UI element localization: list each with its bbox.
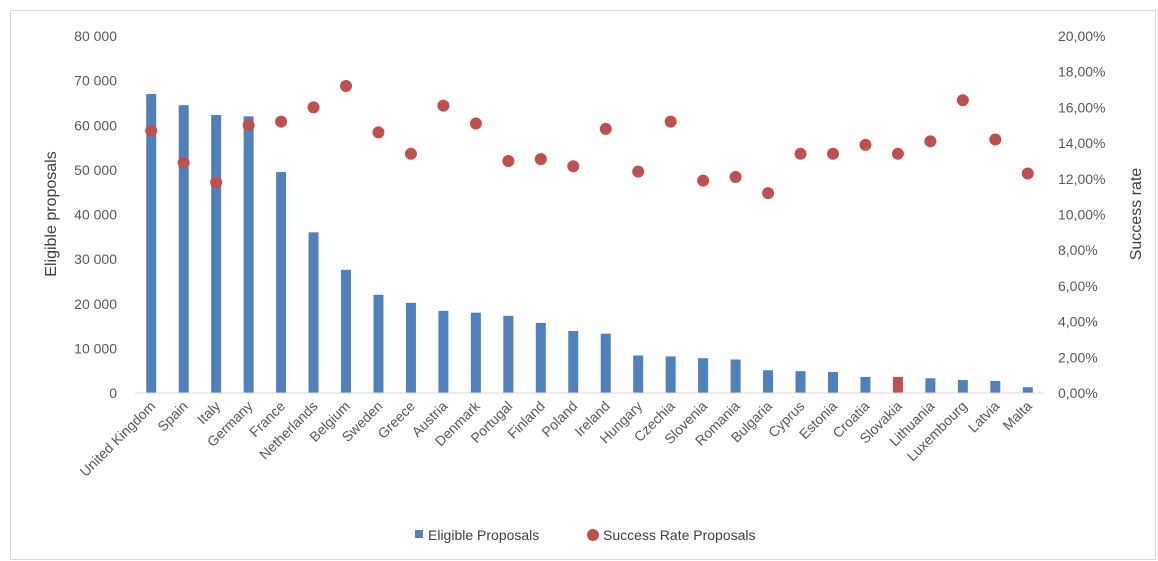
point-estonia bbox=[826, 147, 839, 160]
right-axis-tick-label: 18,00% bbox=[1058, 64, 1105, 80]
point-lithuania bbox=[924, 135, 937, 148]
bar-denmark bbox=[470, 312, 481, 393]
point-sweden bbox=[372, 126, 385, 139]
point-czechia bbox=[664, 115, 677, 128]
category-label: Spain bbox=[154, 398, 191, 435]
point-slovakia bbox=[891, 147, 904, 160]
category-label: Poland bbox=[538, 398, 580, 440]
legend: Eligible Proposals Success Rate Proposal… bbox=[415, 527, 756, 543]
right-axis-tick-label: 4,00% bbox=[1058, 314, 1098, 330]
bar-sweden bbox=[373, 294, 384, 393]
point-united-kingdom bbox=[145, 124, 158, 137]
bar-united-kingdom bbox=[146, 94, 157, 393]
point-italy bbox=[210, 176, 223, 189]
bar-france bbox=[276, 172, 287, 393]
point-cyprus bbox=[794, 147, 807, 160]
right-axis-tick-label: 6,00% bbox=[1058, 278, 1098, 294]
point-romania bbox=[729, 171, 742, 184]
point-malta bbox=[1021, 167, 1034, 180]
point-denmark bbox=[469, 117, 482, 130]
left-axis-tick-label: 10 000 bbox=[74, 340, 117, 356]
left-axis-title: Eligible proposals bbox=[43, 151, 60, 276]
point-portugal bbox=[502, 154, 515, 167]
bar-latvia bbox=[990, 380, 1001, 393]
left-axis-tick-label: 30 000 bbox=[74, 251, 117, 267]
point-luxembourg bbox=[956, 94, 969, 107]
point-greece bbox=[404, 147, 417, 160]
left-axis-tick-label: 80 000 bbox=[74, 28, 117, 44]
bar-estonia bbox=[827, 372, 838, 393]
bar-slovakia bbox=[892, 376, 903, 393]
point-hungary bbox=[632, 165, 645, 178]
left-axis-ticks: 0 10 000 20 000 30 000 40 000 50 000 60 000 70 … bbox=[74, 28, 117, 401]
bar-hungary bbox=[633, 355, 644, 393]
right-axis-tick-label: 20,00% bbox=[1058, 28, 1105, 44]
category-label: Latvia bbox=[965, 398, 1003, 436]
right-axis-tick-label: 8,00% bbox=[1058, 242, 1098, 258]
right-axis-tick-label: 10,00% bbox=[1058, 207, 1105, 223]
left-axis-tick-label: 50 000 bbox=[74, 162, 117, 178]
bar-portugal bbox=[503, 315, 514, 393]
legend-label-success-rate: Success Rate Proposals bbox=[603, 527, 756, 543]
category-label: Malta bbox=[999, 398, 1035, 434]
left-axis-tick-label: 60 000 bbox=[74, 117, 117, 133]
point-latvia bbox=[989, 133, 1002, 146]
bar-lithuania bbox=[925, 378, 936, 393]
point-germany bbox=[242, 119, 255, 132]
point-spain bbox=[177, 156, 190, 169]
bar-series bbox=[146, 94, 1033, 393]
bar-romania bbox=[730, 359, 741, 393]
left-axis-tick-label: 70 000 bbox=[74, 73, 117, 89]
point-france bbox=[275, 115, 288, 128]
bar-slovenia bbox=[698, 358, 709, 393]
legend-bar-swatch bbox=[415, 530, 423, 538]
right-axis-tick-label: 14,00% bbox=[1058, 135, 1105, 151]
bar-luxembourg bbox=[957, 380, 968, 393]
point-ireland bbox=[599, 122, 612, 135]
right-axis-ticks: 0,00% 2,00% 4,00% 6,00% 8,00% 10,00% 12,00% 14,… bbox=[1058, 28, 1105, 401]
bar-spain bbox=[178, 105, 189, 393]
bar-bulgaria bbox=[763, 370, 774, 393]
point-poland bbox=[567, 160, 580, 173]
bar-belgium bbox=[341, 269, 352, 393]
left-axis-tick-label: 20 000 bbox=[74, 296, 117, 312]
point-slovenia bbox=[697, 174, 710, 187]
category-label: Greece bbox=[374, 398, 418, 442]
point-netherlands bbox=[307, 101, 320, 114]
right-axis-title: Success rate bbox=[1128, 168, 1145, 261]
right-axis-tick-label: 2,00% bbox=[1058, 349, 1098, 365]
point-austria bbox=[437, 99, 450, 112]
left-axis-tick-label: 0 bbox=[109, 385, 117, 401]
bar-italy bbox=[211, 114, 222, 393]
legend-dot-swatch bbox=[587, 529, 599, 541]
bar-netherlands bbox=[308, 232, 319, 393]
bar-czechia bbox=[665, 356, 676, 393]
scatter-series bbox=[145, 79, 1034, 200]
bar-cyprus bbox=[795, 371, 806, 393]
left-axis-tick-label: 40 000 bbox=[74, 207, 117, 223]
point-croatia bbox=[859, 138, 872, 151]
right-axis-tick-label: 16,00% bbox=[1058, 99, 1105, 115]
bar-poland bbox=[568, 330, 579, 393]
bar-austria bbox=[438, 310, 449, 393]
category-label: United Kingdom bbox=[77, 398, 159, 480]
bar-ireland bbox=[600, 333, 611, 393]
bar-malta bbox=[1022, 387, 1033, 393]
bar-finland bbox=[535, 322, 546, 393]
bar-croatia bbox=[860, 376, 871, 393]
right-axis-tick-label: 0,00% bbox=[1058, 385, 1098, 401]
legend-label-eligible: Eligible Proposals bbox=[428, 527, 539, 543]
bar-greece bbox=[405, 302, 416, 393]
point-finland bbox=[534, 153, 547, 166]
right-axis-tick-label: 12,00% bbox=[1058, 171, 1105, 187]
bar-germany bbox=[243, 116, 254, 393]
point-belgium bbox=[340, 79, 353, 92]
point-bulgaria bbox=[762, 187, 775, 200]
